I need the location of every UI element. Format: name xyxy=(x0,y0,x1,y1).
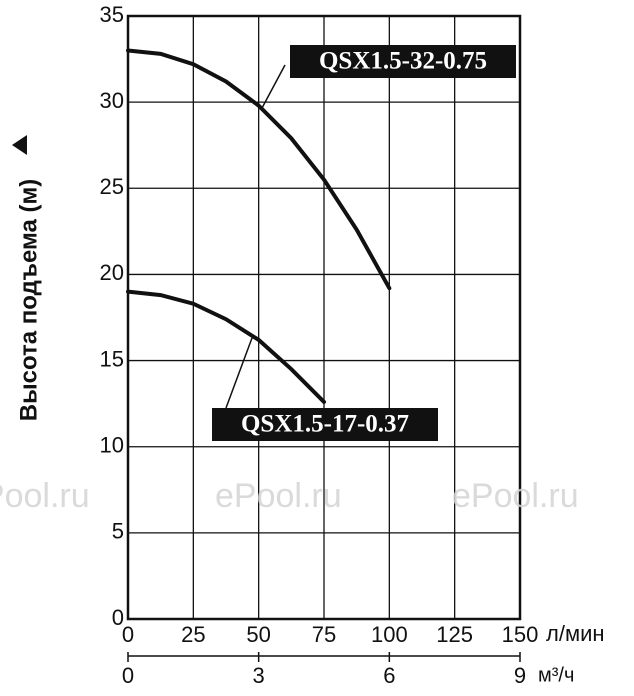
curve xyxy=(126,48,392,291)
y-tick-label: 0 xyxy=(112,605,124,630)
x-tick-label: 125 xyxy=(436,622,473,647)
x2-tick-label: 3 xyxy=(253,663,265,688)
y-tick-label: 5 xyxy=(112,519,124,544)
x2-unit: м³/ч xyxy=(538,664,574,686)
axis-arrow xyxy=(12,135,27,155)
label-box xyxy=(212,408,438,441)
y-tick-label: 10 xyxy=(100,433,124,458)
x-tick-label: 75 xyxy=(312,622,336,647)
x-tick-label: 50 xyxy=(246,622,270,647)
y-tick-label: 35 xyxy=(100,2,124,27)
y-tick-label: 15 xyxy=(100,346,124,371)
watermark: ePool.ru xyxy=(452,477,579,515)
leader-line xyxy=(261,64,286,109)
watermark: ePool.ru xyxy=(0,477,90,515)
x-tick-label: 0 xyxy=(122,622,134,647)
y-tick-label: 25 xyxy=(100,174,124,199)
y-axis-label: Высота подъема (м) xyxy=(15,179,42,421)
x-tick-label: 25 xyxy=(181,622,205,647)
x2-tick-label: 6 xyxy=(383,663,395,688)
label-box xyxy=(290,45,516,78)
x2-tick-label: 0 xyxy=(122,663,134,688)
x-tick-label: 150 xyxy=(502,622,539,647)
x-tick-label: 100 xyxy=(371,622,408,647)
y-tick-label: 20 xyxy=(100,260,124,285)
series-label: QSX1.5-32-0.75 xyxy=(319,48,487,75)
leader-line xyxy=(225,337,253,409)
watermark: ePool.ru xyxy=(215,477,342,515)
curve xyxy=(126,289,326,404)
series-label: QSX1.5-17-0.37 xyxy=(241,411,409,438)
plot-frame xyxy=(126,14,522,621)
x2-tick-label: 9 xyxy=(514,663,526,688)
x-unit: л/мин xyxy=(546,621,605,646)
y-tick-label: 30 xyxy=(100,88,124,113)
